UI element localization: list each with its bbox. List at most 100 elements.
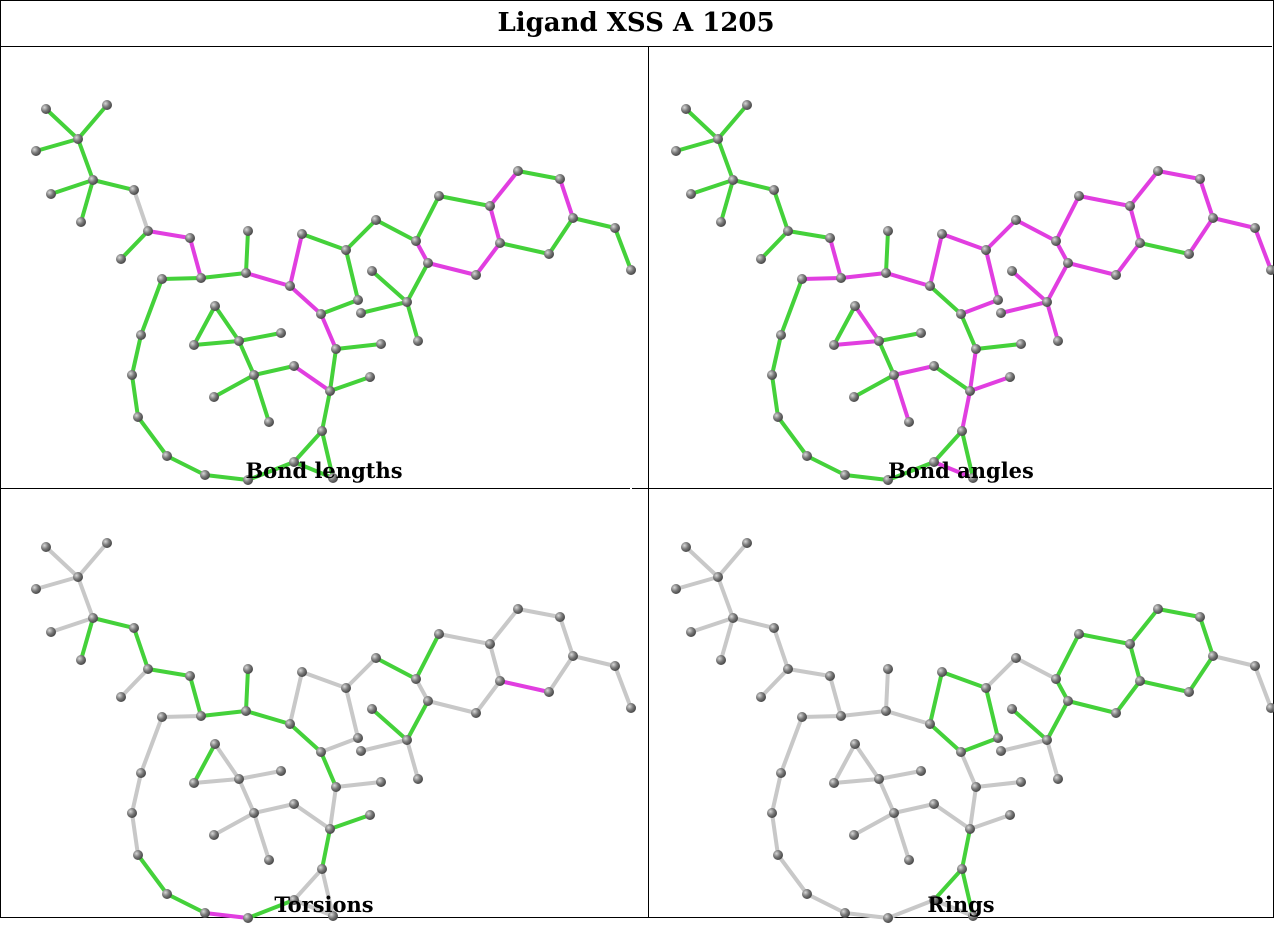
atom: [88, 613, 98, 623]
bond: [320, 867, 335, 918]
bond: [1211, 216, 1257, 230]
bond: [1014, 656, 1058, 681]
atom: [495, 676, 505, 686]
bond: [892, 802, 936, 815]
bond: [203, 911, 250, 920]
bond: [328, 785, 338, 831]
bond: [139, 715, 164, 775]
atom: [129, 623, 139, 633]
atom: [610, 661, 620, 671]
bond: [800, 276, 843, 281]
bond: [877, 339, 896, 377]
bond: [319, 298, 360, 316]
bond: [884, 271, 932, 288]
bond: [136, 853, 169, 896]
bond: [1045, 261, 1070, 304]
atom: [210, 739, 220, 749]
atom: [993, 295, 1003, 305]
atom: [840, 470, 850, 480]
bond: [884, 229, 890, 275]
atom: [196, 711, 206, 721]
atom: [1125, 201, 1135, 211]
panel-bond-angles: [644, 48, 1274, 488]
bond: [370, 269, 409, 304]
bond: [968, 785, 978, 831]
bond: [344, 686, 360, 740]
atom: [971, 782, 981, 792]
atom: [234, 336, 244, 346]
bond: [1054, 194, 1081, 243]
bond: [79, 178, 95, 224]
bond: [76, 541, 109, 579]
atom: [356, 746, 366, 756]
bond: [319, 750, 338, 789]
atom: [825, 671, 835, 681]
atom: [371, 653, 381, 663]
bond: [244, 709, 292, 726]
atom: [353, 295, 363, 305]
bond: [877, 777, 896, 815]
bond: [884, 667, 890, 713]
bond: [999, 738, 1049, 753]
bond: [319, 736, 360, 754]
atom: [210, 301, 220, 311]
atom: [742, 538, 752, 548]
atom: [829, 778, 839, 788]
bond: [940, 232, 988, 252]
molecule-diagram-rings: [671, 538, 1274, 923]
atom: [1250, 223, 1260, 233]
atom: [1005, 372, 1015, 382]
bond: [474, 679, 502, 715]
atom: [353, 733, 363, 743]
bond: [984, 218, 1018, 252]
bond: [374, 218, 418, 243]
atom: [840, 908, 850, 918]
bond: [1156, 169, 1202, 181]
atom: [626, 265, 636, 275]
atom: [756, 254, 766, 264]
atom: [243, 226, 253, 236]
bond: [932, 867, 964, 902]
atom: [1195, 612, 1205, 622]
atom: [365, 810, 375, 820]
bond: [328, 347, 338, 393]
bond: [252, 811, 271, 862]
bond: [212, 811, 256, 837]
atom: [434, 629, 444, 639]
bond: [968, 813, 1012, 831]
atom: [769, 623, 779, 633]
atom: [544, 687, 554, 697]
atom: [127, 808, 137, 818]
bond: [203, 473, 250, 482]
bond: [832, 777, 881, 785]
bond: [319, 312, 338, 351]
atom: [1042, 735, 1052, 745]
atom: [209, 830, 219, 840]
bond: [1253, 226, 1273, 272]
bond: [932, 364, 972, 393]
atom: [189, 340, 199, 350]
caption-bond-lengths: Bond lengths: [245, 458, 403, 483]
bond: [244, 229, 250, 275]
bond: [328, 375, 372, 393]
bond: [516, 607, 562, 619]
atom: [568, 651, 578, 661]
atom: [371, 215, 381, 225]
atom: [162, 889, 172, 899]
atom: [129, 185, 139, 195]
bond: [292, 460, 335, 480]
bond: [44, 107, 80, 141]
bond: [1187, 216, 1215, 256]
bond: [1077, 632, 1132, 646]
atom: [1195, 174, 1205, 184]
atom: [1135, 676, 1145, 686]
bond: [188, 674, 203, 718]
molecule-diagram-bond-angles: [671, 100, 1274, 485]
bond: [516, 169, 562, 181]
atom: [243, 664, 253, 674]
atom: [1011, 653, 1021, 663]
bond: [292, 364, 332, 393]
atom: [402, 735, 412, 745]
atom: [544, 249, 554, 259]
atom: [297, 229, 307, 239]
